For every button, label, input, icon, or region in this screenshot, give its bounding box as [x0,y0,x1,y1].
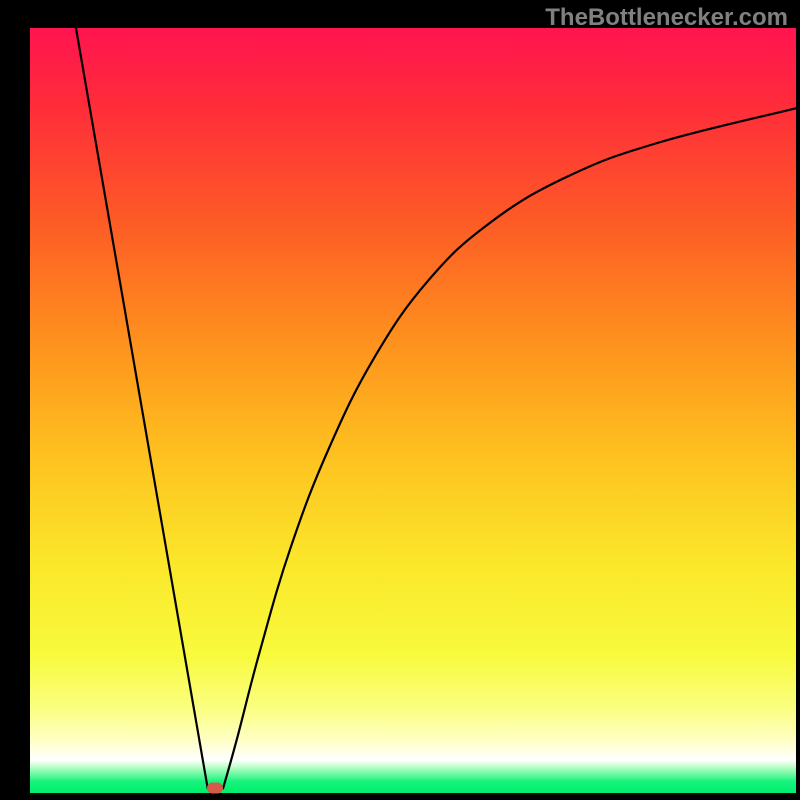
watermark-text: TheBottlenecker.com [545,4,788,32]
border-left [0,0,30,800]
border-bottom [0,793,800,800]
minimum-marker [207,782,223,793]
border-right [796,0,800,800]
chart-canvas: TheBottlenecker.com [0,0,800,800]
plot-gradient-background [30,28,796,793]
